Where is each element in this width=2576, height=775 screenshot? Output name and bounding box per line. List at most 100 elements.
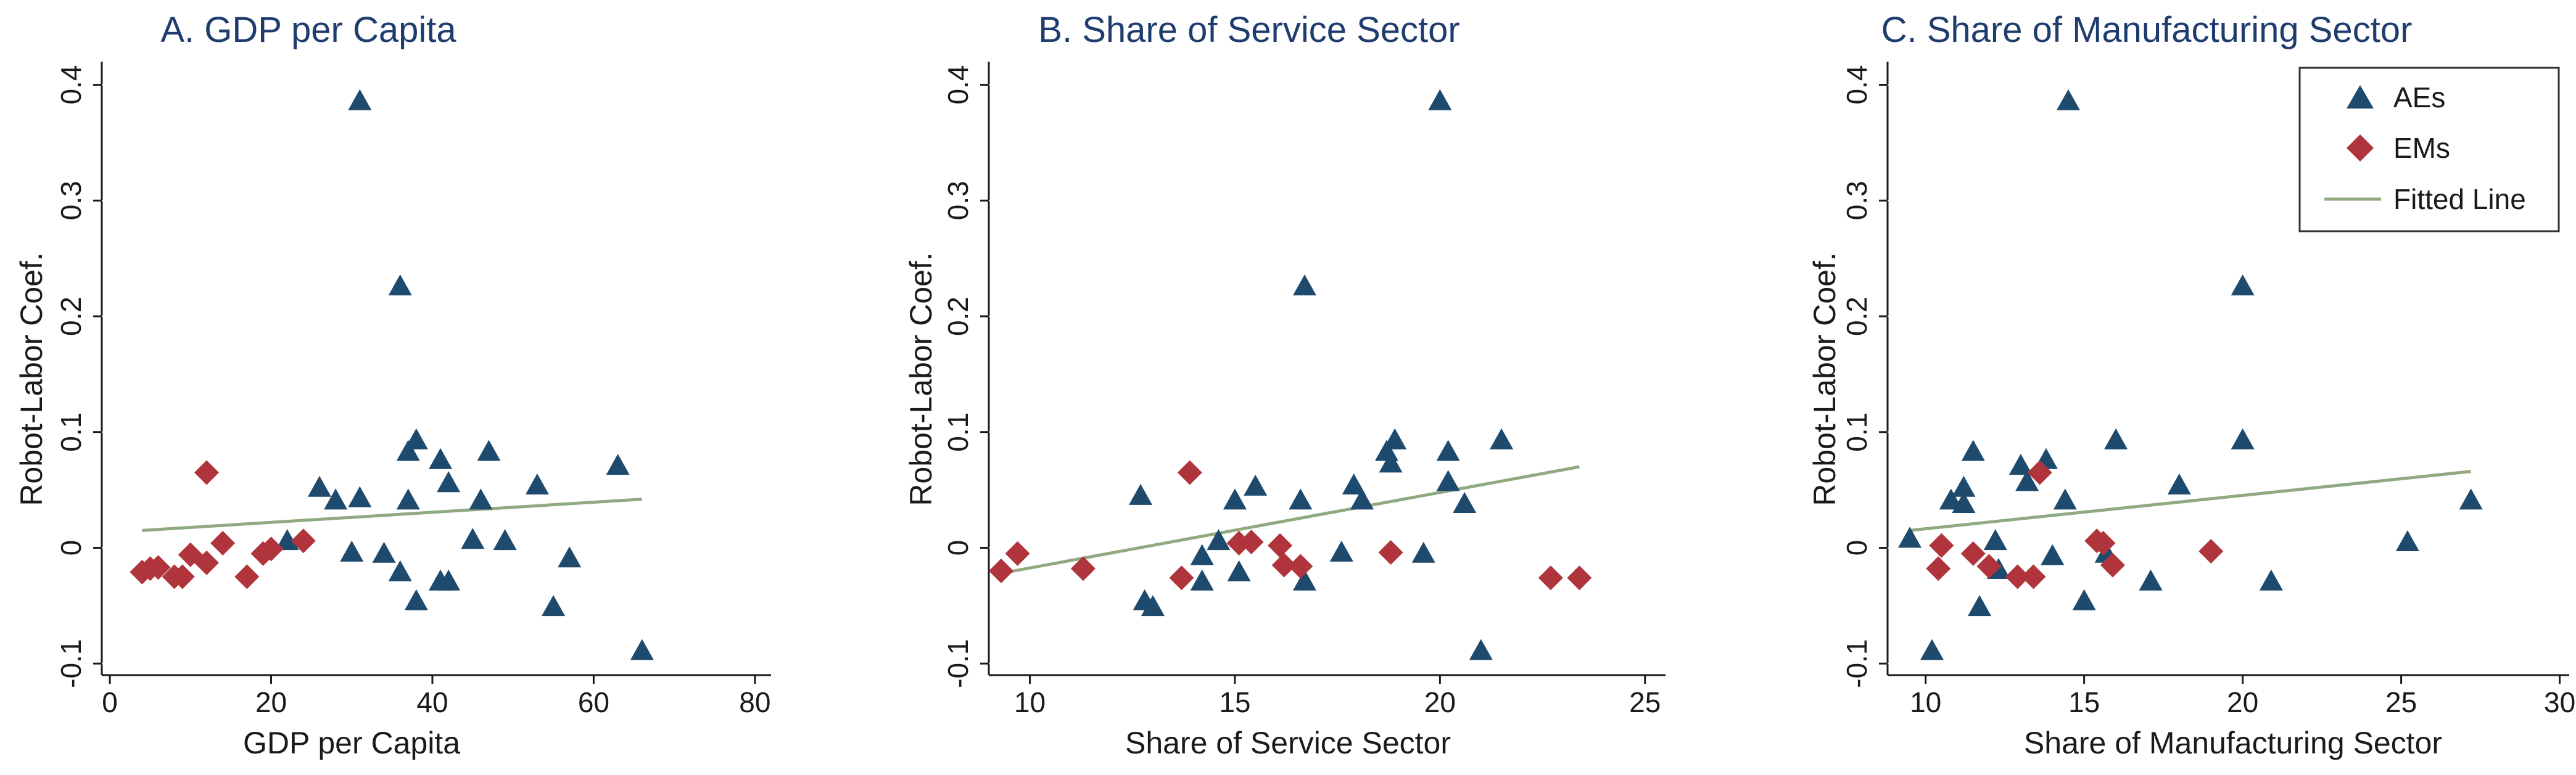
panel-c-ticks: -0.1 0 0.1 0.2 0.3 0.4 10 15 20 25 30 xyxy=(1841,65,2575,718)
panel-b-x-tick-label: 25 xyxy=(1629,686,1661,718)
panel-b-point-aes xyxy=(1428,89,1452,110)
panel-c-y-tick-label: 0 xyxy=(1841,540,1873,556)
panel-c-point-aes xyxy=(1952,475,1976,497)
panel-a-x-tick-label: 0 xyxy=(102,686,118,718)
panel-b-point-aes xyxy=(1329,540,1353,562)
panel-b-x-tick-label: 10 xyxy=(1014,686,1046,718)
panel-a-point-aes xyxy=(348,89,372,110)
panel-a-point-aes xyxy=(340,540,364,562)
panel-b-point-ems xyxy=(1378,540,1403,565)
panel-b-point-aes xyxy=(1350,488,1374,510)
panel-b-point-aes xyxy=(1207,529,1231,551)
panel-a-point-aes xyxy=(275,529,299,551)
panel-b-point-aes xyxy=(1469,639,1493,660)
panel-c-point-ems xyxy=(1960,541,1986,566)
panel-b-point-ems xyxy=(1239,530,1264,555)
panel-gdp-per-capita: A. GDP per Capita Robot-Labor Coef. GDP … xyxy=(14,10,771,760)
panel-c-point-aes xyxy=(2041,544,2065,565)
panel-b-title: B. Share of Service Sector xyxy=(1038,10,1459,50)
panel-b-x-axis-label: Share of Service Sector xyxy=(1125,726,1451,760)
panel-c-point-aes xyxy=(1952,492,1976,514)
panel-b-point-aes xyxy=(1383,428,1407,449)
panel-a-point-aes xyxy=(461,528,485,549)
panel-a-fitted-line-layer xyxy=(142,498,642,532)
panel-b-point-aes xyxy=(1436,470,1460,491)
panel-a-point-aes xyxy=(469,488,493,510)
panel-a-point-aes xyxy=(606,454,630,475)
panel-b-y-axis-label: Robot-Labor Coef. xyxy=(904,252,938,506)
panel-a-point-aes xyxy=(437,569,461,591)
panel-c-point-aes xyxy=(2395,530,2419,551)
panel-c-point-aes xyxy=(2259,569,2283,591)
panel-b-point-aes xyxy=(1453,492,1477,514)
panel-a-point-aes xyxy=(542,595,566,617)
panel-c-point-aes xyxy=(2008,454,2033,475)
panel-c-point-aes xyxy=(2015,470,2039,491)
panel-a-point-aes xyxy=(493,529,517,551)
panel-c-point-ems xyxy=(2198,539,2224,564)
panel-c-point-aes xyxy=(2056,89,2080,110)
panel-a-point-ems xyxy=(194,460,219,485)
legend-box xyxy=(2298,67,2560,232)
panel-b-point-aes xyxy=(1190,544,1214,565)
panel-b-y-tick-label: 0.2 xyxy=(942,297,974,336)
panel-c-point-aes xyxy=(1983,529,2007,551)
panel-b-point-ems xyxy=(1070,556,1096,581)
panel-b-point-aes xyxy=(1141,595,1165,617)
panel-c-point-ems xyxy=(1929,533,1954,558)
panel-a-point-ems xyxy=(194,550,219,575)
panel-a-point-aes xyxy=(372,541,396,563)
panel-a-point-aes xyxy=(396,488,420,510)
panel-b-point-ems xyxy=(1268,533,1293,558)
panel-c-point-aes xyxy=(2139,569,2163,591)
legend-ems-label: EMs xyxy=(2393,132,2450,164)
panel-c-y-tick-label: 0.1 xyxy=(1841,412,1873,452)
panel-a-x-axis-label: GDP per Capita xyxy=(243,726,460,760)
panel-b-y-tick-label: 0.4 xyxy=(942,65,974,105)
panel-c-point-ems xyxy=(2091,530,2116,556)
panel-a-point-aes xyxy=(388,274,412,296)
panel-a-y-axis-label: Robot-Labor Coef. xyxy=(14,252,49,506)
panel-a-y-tick-label: 0 xyxy=(55,540,87,556)
panel-c-point-ems xyxy=(2027,460,2052,485)
panel-a-point-aes xyxy=(307,475,331,497)
panel-a-point-aes xyxy=(396,440,420,461)
panel-c-x-tick-label: 15 xyxy=(2068,686,2100,718)
panel-b-point-aes xyxy=(1342,473,1366,494)
panel-a-ticks: -0.1 0 0.1 0.2 0.3 0.4 0 20 40 60 80 xyxy=(55,65,770,718)
panel-b-point-aes xyxy=(1190,569,1214,591)
panel-c-point-ems xyxy=(2100,552,2125,578)
panel-b-point-ems xyxy=(1288,554,1313,579)
panel-b-point-aes xyxy=(1411,541,1435,563)
panel-b-point-ems xyxy=(1005,541,1030,566)
panel-c-x-tick-label: 25 xyxy=(2385,686,2417,718)
panel-b-point-aes xyxy=(1289,488,1313,510)
panel-c-y-tick-label: 0.3 xyxy=(1841,181,1873,220)
panel-b-point-ems xyxy=(1169,565,1194,591)
panel-b-data-points xyxy=(988,89,1592,660)
panel-a-y-tick-label: 0.4 xyxy=(55,65,87,105)
panel-b-fitted-line xyxy=(1001,465,1580,575)
panel-c-point-aes xyxy=(1897,527,1922,548)
panel-c-fitted-line-layer xyxy=(1909,470,2471,532)
panel-b-point-aes xyxy=(1490,428,1514,449)
panel-a-data-points xyxy=(130,89,654,660)
panel-c-y-tick-label: 0.2 xyxy=(1841,297,1873,336)
panel-b-y-tick-label: 0 xyxy=(942,540,974,556)
panel-b-ticks: -0.1 0 0.1 0.2 0.3 0.4 10 15 20 25 xyxy=(942,65,1661,718)
panel-c-x-axis-label: Share of Manufacturing Sector xyxy=(2024,726,2442,760)
panel-c-y-tick-label: -0.1 xyxy=(1841,639,1873,688)
panel-a-point-aes xyxy=(558,546,582,568)
panel-c-point-aes xyxy=(1920,639,1944,660)
panel-b-point-ems xyxy=(1538,565,1563,591)
panel-service-sector: B. Share of Service Sector Robot-Labor C… xyxy=(904,10,1666,760)
panel-a-point-ems xyxy=(258,536,284,562)
panel-b-fitted-line-layer xyxy=(1001,465,1580,575)
panel-c-point-ems xyxy=(2005,564,2030,589)
panel-a-point-aes xyxy=(429,448,453,469)
panel-a-point-ems xyxy=(210,530,236,556)
panel-a-point-ems xyxy=(234,564,260,589)
panel-b-y-tick-label: 0.1 xyxy=(942,412,974,452)
panel-c-point-aes xyxy=(2072,589,2096,610)
